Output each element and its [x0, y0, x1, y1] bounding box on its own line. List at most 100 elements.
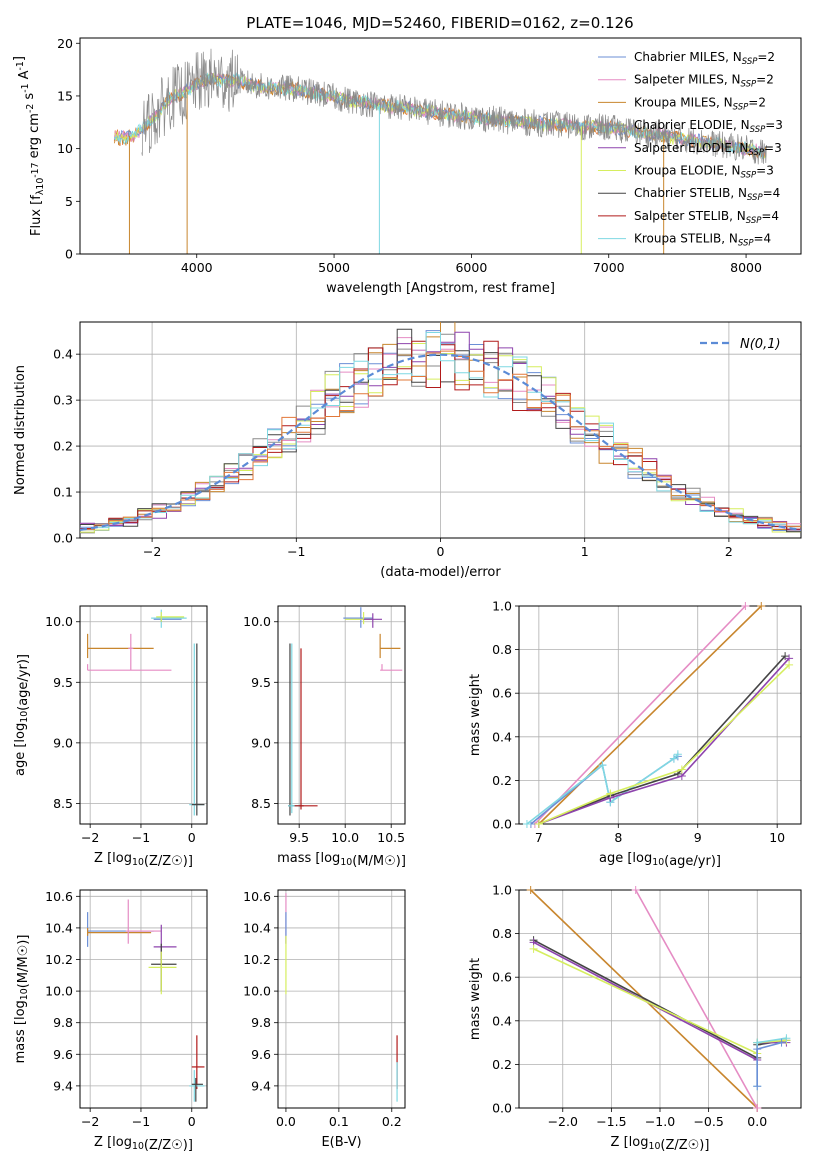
label-sub: 10	[340, 857, 352, 868]
error-cross	[189, 1070, 205, 1102]
label-sup: -1	[15, 61, 26, 70]
x-tick-label: 1	[581, 544, 589, 559]
x-tick-label: −1	[132, 1114, 150, 1129]
weight-point	[631, 886, 640, 894]
weight-point	[753, 1045, 762, 1054]
weight-point	[526, 886, 535, 894]
x-tick-label: 10.0	[331, 830, 359, 845]
weight-point	[669, 754, 678, 763]
error-cross	[343, 607, 373, 628]
y-tick-label: 0.8	[492, 642, 512, 657]
label-sub: λ10	[35, 178, 46, 195]
label-part: log	[13, 1000, 28, 1020]
y-tick-label: 10.2	[45, 952, 73, 967]
legend-label: Chabrier ELODIE, NSSP=3	[634, 118, 783, 135]
error-cross	[87, 633, 154, 659]
y-axis-label: mass [log10(M/M☉)]	[13, 935, 31, 1064]
error-cross	[380, 664, 403, 671]
y-tick-label: 0.2	[492, 773, 512, 788]
y-axis-label: mass weight	[468, 674, 483, 756]
weight-point	[534, 820, 543, 828]
x-tick-label: 0	[188, 830, 196, 845]
y-tick-label: 9.0	[53, 735, 73, 750]
x-tick-label: 0	[437, 544, 445, 559]
label-part: Flux [f	[29, 195, 44, 236]
label-part: log	[112, 851, 132, 866]
weight-point	[677, 765, 686, 774]
label-part: age [	[599, 851, 632, 866]
y-tick-label: 20	[57, 36, 73, 51]
weight-point	[598, 761, 607, 770]
x-axis-label: (data-model)/error	[380, 565, 501, 580]
weight-point	[782, 1034, 791, 1043]
error-cross	[125, 899, 162, 944]
legend-label-text: =2	[748, 95, 766, 109]
error-cross	[87, 664, 172, 671]
plot-frame	[277, 889, 406, 1109]
weight-line	[538, 605, 762, 825]
y-tick-label: 8.5	[53, 796, 73, 811]
error-cross	[148, 951, 177, 995]
weight-point	[522, 820, 531, 828]
x-tick-label: 5000	[318, 260, 350, 275]
label-sub: 10	[132, 1141, 144, 1152]
x-axis-label: Z [log10(Z/Z☉)]	[94, 1135, 193, 1153]
legend-label: Kroupa STELIB, NSSP=4	[634, 232, 771, 249]
weight-line	[538, 655, 786, 825]
legend-label: Salpeter STELIB, NSSP=4	[634, 209, 779, 226]
label-part: (age/yr)]	[16, 654, 31, 711]
y-axis-label: Normed distribution	[13, 365, 28, 495]
x-tick-label: 2	[725, 544, 733, 559]
label-part: (age/yr)]	[664, 854, 721, 869]
y-tick-label: 8.5	[251, 796, 271, 811]
y-tick-label: 0.6	[492, 970, 512, 985]
x-tick-label: 6000	[455, 260, 487, 275]
legend-label-text: Chabrier ELODIE, N	[634, 118, 750, 132]
figure-title: PLATE=1046, MJD=52460, FIBERID=0162, z=0…	[246, 14, 633, 32]
x-tick-label: 0.2	[382, 1114, 402, 1129]
legend-label-text: =3	[756, 164, 774, 178]
y-tick-label: 0.0	[53, 531, 73, 546]
y-tick-label: 0.2	[53, 439, 73, 454]
plot-frame	[518, 889, 802, 1109]
y-tick-label: 5	[65, 194, 73, 209]
y-tick-label: 0.8	[492, 926, 512, 941]
label-part: Z [	[94, 1135, 112, 1150]
y-tick-label: 1.0	[492, 599, 512, 614]
weight-line	[538, 657, 790, 825]
legend-label-text: =3	[764, 141, 782, 155]
x-axis-label: age [log10(age/yr)]	[599, 851, 721, 869]
x-tick-label: −2	[81, 830, 99, 845]
legend-label-sub: SSP	[741, 80, 757, 90]
legend-label: Salpeter ELODIE, NSSP=3	[634, 141, 782, 158]
legend-label-text: =4	[754, 232, 772, 246]
weight-line	[635, 889, 758, 1109]
y-tick-label: 0.6	[492, 686, 512, 701]
label-part: (Z/Z☉)]	[144, 854, 193, 869]
label-sub: 10	[652, 857, 664, 868]
weight-point	[753, 1082, 762, 1091]
legend-label-text: Kroupa STELIB, N	[634, 232, 738, 246]
histogram-series	[80, 322, 801, 531]
x-tick-label: 4000	[181, 260, 213, 275]
error-cross	[191, 643, 205, 816]
x-tick-label: −1.0	[645, 1114, 675, 1129]
x-tick-label: 9	[694, 830, 702, 845]
x-axis-label: wavelength [Angstrom, rest frame]	[326, 281, 555, 296]
legend-label-text: =4	[761, 209, 779, 223]
y-axis-label: mass weight	[468, 958, 483, 1040]
y-tick-label: 9.5	[53, 675, 73, 690]
label-sup: -1	[20, 83, 31, 92]
x-tick-label: −2.0	[548, 1114, 578, 1129]
x-tick-label: −2	[81, 1114, 99, 1129]
x-axis-label: Z [log10(Z/Z☉)]	[611, 1135, 710, 1153]
plot-frame	[277, 605, 406, 825]
spectrum-lines	[113, 48, 767, 254]
label-part: mass weight	[468, 674, 483, 756]
label-sup: -17	[30, 162, 41, 177]
x-tick-label: −1	[132, 830, 150, 845]
label-part: (M/M☉)]	[352, 854, 406, 869]
legend-label: Chabrier MILES, NSSP=2	[634, 50, 775, 67]
y-tick-label: 10.0	[243, 984, 271, 999]
y-tick-label: 9.6	[53, 1047, 73, 1062]
